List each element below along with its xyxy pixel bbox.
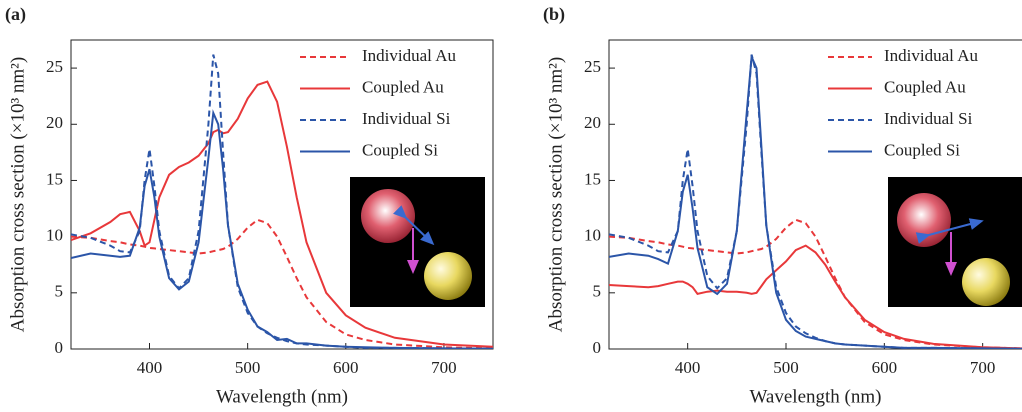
x-tick-label: 400 <box>675 358 701 377</box>
series-line <box>609 56 1022 349</box>
y-tick-label: 20 <box>584 113 601 132</box>
y-tick-label: 5 <box>55 282 64 301</box>
legend-label: Individual Au <box>884 46 978 65</box>
panel-label: (a) <box>5 4 26 25</box>
panel-label: (b) <box>543 4 565 25</box>
y-tick-label: 25 <box>46 57 63 76</box>
inset-a <box>350 177 485 307</box>
legend-label: Coupled Si <box>884 140 960 159</box>
x-tick-label: 600 <box>333 358 359 377</box>
series-line <box>71 109 493 349</box>
y-tick-label: 15 <box>46 169 63 188</box>
inset-b <box>888 177 1022 307</box>
axis-frame <box>70 39 494 350</box>
y-tick-label: 5 <box>593 282 602 301</box>
legend-label: Individual Au <box>362 46 456 65</box>
y-tick-label: 0 <box>593 338 602 357</box>
y-tick-label: 25 <box>584 57 601 76</box>
series-line <box>609 244 1022 349</box>
x-tick-label: 500 <box>235 358 261 377</box>
y-tick-label: 10 <box>584 226 601 245</box>
legend-label: Individual Si <box>884 109 973 128</box>
axis-frame <box>608 39 1022 350</box>
x-tick-label: 700 <box>970 358 996 377</box>
y-tick-label: 0 <box>55 338 64 357</box>
x-tick-label: 700 <box>431 358 457 377</box>
legend-label: Coupled Si <box>362 140 438 159</box>
legend-label: Coupled Au <box>362 77 444 96</box>
series-line <box>71 218 493 349</box>
x-axis-label: Wavelength (nm) <box>216 386 348 407</box>
y-axis-label: Absorption cross section (×10³ nm²) <box>545 57 566 332</box>
y-tick-label: 20 <box>46 113 63 132</box>
x-tick-label: 600 <box>872 358 898 377</box>
y-tick-label: 10 <box>46 226 63 245</box>
x-axis-label: Wavelength (nm) <box>750 386 882 407</box>
y-axis-label: Absorption cross section (×10³ nm²) <box>7 57 28 332</box>
legend-label: Coupled Au <box>884 77 966 96</box>
legend-label: Individual Si <box>362 109 451 128</box>
x-tick-label: 500 <box>773 358 799 377</box>
x-tick-label: 400 <box>137 358 163 377</box>
y-tick-label: 15 <box>584 169 601 188</box>
